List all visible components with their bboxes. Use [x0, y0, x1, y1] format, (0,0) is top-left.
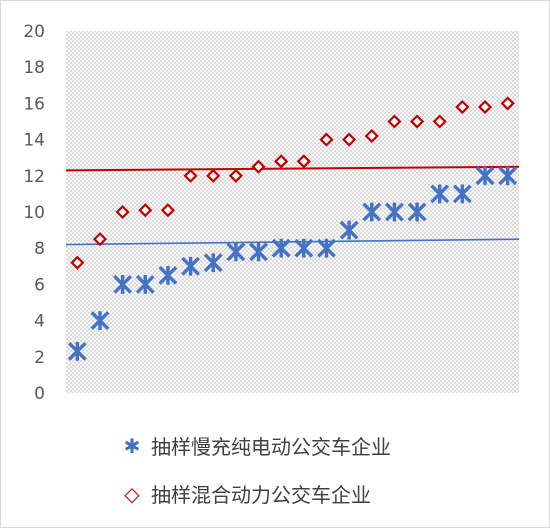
- data-point-series-2: [364, 128, 379, 144]
- y-tick-label: 16: [23, 94, 45, 114]
- data-point-series-1: [113, 274, 133, 294]
- data-point-series-2: [138, 203, 153, 218]
- data-point-series-2: [274, 154, 289, 169]
- data-point-series-2: [342, 132, 357, 147]
- data-point-series-2: [319, 132, 334, 147]
- data-point-series-2: [251, 159, 266, 174]
- diamond-icon: ◇: [124, 481, 140, 506]
- data-point-series-2: [500, 96, 515, 111]
- legend-item-series-1: ✱ 抽样慢充纯电动公交车企业: [119, 431, 391, 460]
- y-tick-label: 6: [34, 275, 45, 295]
- data-point-series-2: [92, 232, 108, 247]
- data-point-series-2: [70, 255, 85, 270]
- trendline-series-1: [65, 238, 520, 246]
- data-point-series-1: [226, 242, 246, 262]
- data-point-series-1: [203, 253, 223, 273]
- y-tick-label: 4: [34, 312, 45, 332]
- data-point-series-1: [498, 166, 518, 186]
- y-tick-label: 8: [34, 239, 45, 259]
- data-point-series-2: [387, 114, 402, 129]
- data-point-series-1: [407, 202, 427, 222]
- trendline-series-2: [65, 165, 520, 172]
- data-point-series-2: [206, 168, 221, 183]
- data-point-series-2: [432, 114, 447, 129]
- data-point-series-1: [294, 238, 314, 258]
- data-point-series-1: [317, 238, 336, 258]
- data-point-series-2: [477, 99, 493, 115]
- asterisk-icon: ✱: [123, 433, 141, 458]
- data-point-series-2: [183, 168, 198, 183]
- data-point-series-1: [90, 311, 110, 331]
- data-point-series-1: [385, 202, 404, 222]
- data-point-series-2: [296, 154, 311, 169]
- data-point-series-1: [271, 238, 291, 258]
- y-tick-label: 20: [23, 22, 45, 42]
- data-point-series-1: [158, 265, 178, 285]
- data-point-series-1: [181, 256, 200, 276]
- y-tick-label: 10: [23, 203, 45, 223]
- y-tick-label: 2: [34, 348, 45, 368]
- data-point-series-1: [452, 184, 472, 204]
- data-point-series-1: [249, 242, 268, 262]
- data-point-series-2: [455, 99, 470, 115]
- y-tick-label: 14: [23, 131, 45, 151]
- data-point-series-1: [362, 202, 382, 222]
- y-tick-label: 18: [23, 58, 45, 78]
- data-point-series-1: [475, 166, 495, 186]
- plot-area: [66, 31, 519, 393]
- data-point-series-1: [339, 220, 359, 240]
- data-point-series-1: [67, 341, 87, 361]
- data-point-series-2: [160, 203, 175, 218]
- legend-item-series-2: ◇ 抽样混合动力公交车企业: [119, 479, 371, 508]
- data-point-series-2: [115, 204, 130, 220]
- legend-label-series-2: 抽样混合动力公交车企业: [151, 483, 371, 507]
- y-tick-label: 12: [23, 167, 45, 187]
- data-point-series-1: [430, 184, 450, 204]
- data-point-series-1: [135, 274, 155, 294]
- data-point-series-2: [228, 168, 243, 183]
- y-tick-label: 0: [34, 384, 45, 404]
- legend-label-series-1: 抽样慢充纯电动公交车企业: [151, 435, 391, 459]
- data-point-series-2: [410, 114, 425, 129]
